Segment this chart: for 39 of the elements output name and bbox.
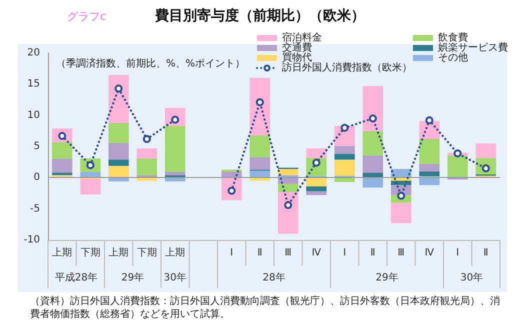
text: （資料）訪日外国人消費指数：訪日外国人消費動向調査（観光庁）、訪日外客数（日本政府観光局）、消費者物価指数（総務省）などを用いて試算。 xyxy=(30,295,500,320)
y-tick-label: 0 xyxy=(34,172,40,184)
y-tick-label: 15 xyxy=(27,78,40,90)
legend-label: 交通費 xyxy=(282,42,312,54)
y-tick-label: 10 xyxy=(27,110,40,121)
x-tick-label: Ⅳ xyxy=(424,248,435,258)
y-axis-title: （季調済指数、前期比、%、%ポイント） xyxy=(56,58,246,70)
x-tick-label: Ⅳ xyxy=(312,248,322,258)
x-tick-label: 上期 xyxy=(52,246,72,258)
text: 平成28年 xyxy=(54,272,98,284)
y-tick-label: -10 xyxy=(24,234,40,246)
x-tick-label: Ⅰ xyxy=(230,248,234,258)
x-tick-label: Ⅲ xyxy=(398,248,405,258)
chart-subtitle: グラフc xyxy=(67,10,106,23)
legend-label: 買物代 xyxy=(282,52,312,64)
legend-label: 訪日外国人消費指数（欧米） xyxy=(282,62,412,74)
text: 29年 xyxy=(121,272,144,284)
x-tick-label: 上期 xyxy=(108,246,129,258)
x-tick-label: 上期 xyxy=(165,246,186,258)
text: 30年 xyxy=(164,272,186,284)
x-tick-label: 下期 xyxy=(136,246,157,258)
x-tick-label: Ⅱ xyxy=(483,248,488,258)
chart-title: 費目別寄与度（前期比）（欧米） xyxy=(154,7,365,24)
legend-label: 娯楽サービス費 xyxy=(438,42,508,54)
y-tick-label: 5 xyxy=(34,141,40,152)
text: 30年 xyxy=(460,272,484,284)
legend-label: その他 xyxy=(438,52,468,64)
legend-label: 飲食費 xyxy=(438,32,468,44)
x-tick-label: Ⅰ xyxy=(456,248,460,258)
x-tick-label: Ⅱ xyxy=(370,248,376,258)
text: 28年 xyxy=(262,272,286,284)
y-tick-label: -5 xyxy=(30,203,40,214)
x-tick-label: Ⅱ xyxy=(257,248,262,258)
y-tick-label: 20 xyxy=(27,48,40,58)
x-tick-label: Ⅲ xyxy=(284,248,292,258)
legend-label: 宿泊料金 xyxy=(282,32,322,44)
text: 29年 xyxy=(376,272,398,284)
x-tick-label: 下期 xyxy=(80,246,100,258)
x-tick-label: Ⅰ xyxy=(343,248,346,258)
